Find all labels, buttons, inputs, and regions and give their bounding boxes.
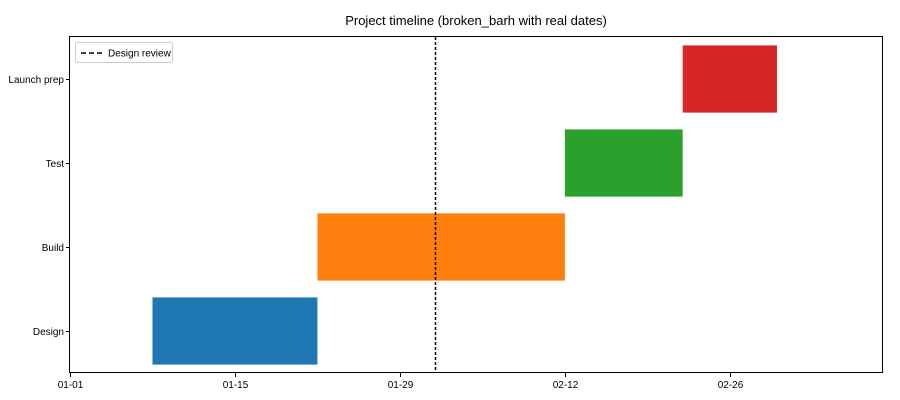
legend-box <box>75 42 173 63</box>
x-tick-label: 01-15 <box>223 380 249 391</box>
bars-layer <box>152 45 777 365</box>
y-tick-label: Build <box>42 243 64 254</box>
y-tick-label: Test <box>46 159 65 170</box>
chart-title: Project timeline (broken_barh with real … <box>345 13 607 28</box>
legend: Design review <box>75 42 173 63</box>
x-tick-label: 01-29 <box>388 380 414 391</box>
y-axis: Design Build Test Launch prep <box>8 75 70 338</box>
bar-build <box>317 213 565 281</box>
plot-frame <box>69 36 883 373</box>
legend-label-design-review: Design review <box>108 49 172 60</box>
bar-test <box>564 129 683 197</box>
bar-launch-prep <box>682 45 777 113</box>
y-tick-label: Launch prep <box>8 75 64 86</box>
bar-design <box>152 297 318 365</box>
x-tick-label: 02-12 <box>553 380 579 391</box>
y-tick-label: Design <box>33 327 64 338</box>
x-tick-label: 01-01 <box>58 380 84 391</box>
x-tick-label: 02-26 <box>718 380 744 391</box>
x-axis: 01-01 01-15 01-29 02-12 02-26 <box>58 373 744 391</box>
